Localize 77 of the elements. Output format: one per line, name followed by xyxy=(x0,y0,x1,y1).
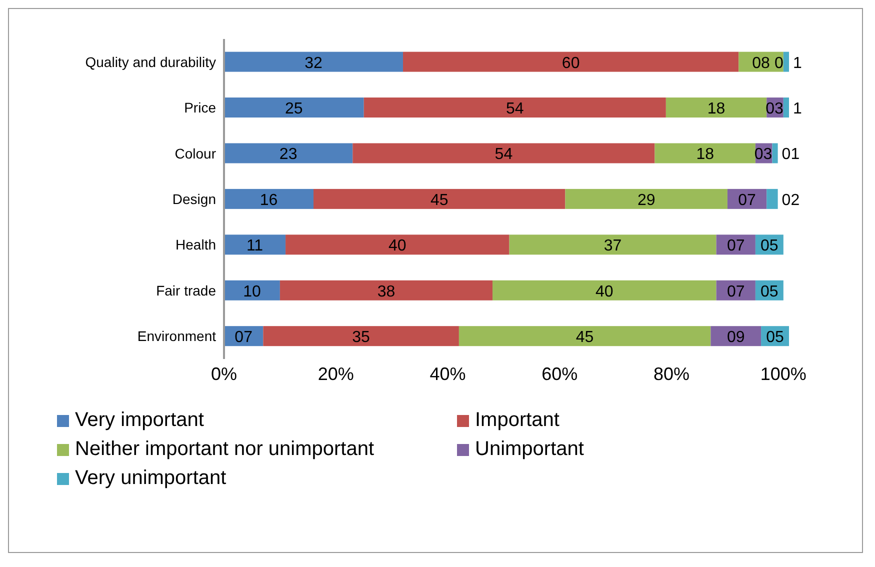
y-tick-label: Quality and durability xyxy=(85,54,216,70)
bar xyxy=(263,326,459,346)
bar xyxy=(224,234,286,255)
data-label: 38 xyxy=(377,283,396,300)
data-label: 23 xyxy=(279,146,298,164)
y-tick-label: Colour xyxy=(174,145,216,162)
data-label: 07 xyxy=(726,238,745,255)
legend-label: Neither important nor unimportant xyxy=(75,438,374,461)
legend-label: Important xyxy=(475,409,560,432)
bar xyxy=(710,326,762,346)
legend-label: Very unimportant xyxy=(75,467,226,490)
bar xyxy=(286,234,510,255)
bar xyxy=(766,188,778,209)
bar xyxy=(772,143,778,164)
data-label: 07 xyxy=(738,192,756,209)
data-label: 60 xyxy=(562,54,580,72)
data-label: 40 xyxy=(596,283,614,300)
data-label: 54 xyxy=(506,100,524,118)
bar xyxy=(280,280,493,300)
bar xyxy=(783,98,789,118)
bar xyxy=(364,98,666,118)
data-label: 29 xyxy=(637,192,656,209)
data-label: 07 xyxy=(726,283,745,300)
data-label: 1 xyxy=(793,54,802,72)
data-label: 05 xyxy=(760,238,778,255)
data-label: 45 xyxy=(430,192,448,209)
data-label: 37 xyxy=(604,238,622,255)
data-label: 18 xyxy=(707,100,726,118)
x-tick-label: 60% xyxy=(542,364,578,384)
y-tick-label: Design xyxy=(172,190,216,207)
data-label: 32 xyxy=(304,54,323,72)
bar xyxy=(352,143,655,164)
y-tick-label: Environment xyxy=(137,328,216,344)
bar xyxy=(783,52,789,72)
data-label: 40 xyxy=(388,238,406,255)
data-label: 16 xyxy=(260,192,278,209)
x-tick-label: 40% xyxy=(430,364,466,384)
data-label: 11 xyxy=(246,238,264,255)
y-tick-label: Health xyxy=(176,236,216,253)
x-tick-label: 0% xyxy=(210,364,238,384)
legend-label: Unimportant xyxy=(475,438,584,461)
data-label: 0 xyxy=(774,54,784,72)
bar xyxy=(492,280,716,300)
y-tick-label: Fair trade xyxy=(156,282,216,298)
data-label: 54 xyxy=(494,146,513,164)
y-tick-label: Price xyxy=(184,100,216,116)
x-tick-label: 100% xyxy=(760,364,806,384)
legend-label: Very important xyxy=(75,409,204,432)
data-label: 10 xyxy=(243,283,261,300)
x-tick-label: 20% xyxy=(318,364,354,384)
data-label: 03 xyxy=(754,146,772,164)
bar xyxy=(403,52,739,72)
data-label: 05 xyxy=(760,283,778,300)
bar xyxy=(654,143,756,164)
bar xyxy=(565,188,728,209)
data-label: 02 xyxy=(782,192,800,209)
bar xyxy=(224,143,353,164)
bar xyxy=(509,234,716,255)
bar xyxy=(666,98,767,118)
bar xyxy=(224,280,280,300)
data-label: 01 xyxy=(782,146,800,164)
data-label: 35 xyxy=(352,329,370,346)
x-tick-label: 80% xyxy=(654,364,690,384)
data-label: 45 xyxy=(576,329,594,346)
bar xyxy=(458,326,711,346)
bar xyxy=(224,188,314,209)
data-label: 03 xyxy=(766,100,784,118)
data-label: 25 xyxy=(285,100,303,118)
data-label: 05 xyxy=(766,329,784,346)
bar xyxy=(314,188,566,209)
data-label: 08 xyxy=(752,54,770,72)
bar xyxy=(224,98,364,118)
bar xyxy=(224,52,404,72)
data-label: 07 xyxy=(234,329,253,346)
data-label: 18 xyxy=(696,146,714,164)
data-label: 1 xyxy=(793,100,802,118)
data-label: 09 xyxy=(726,329,745,346)
